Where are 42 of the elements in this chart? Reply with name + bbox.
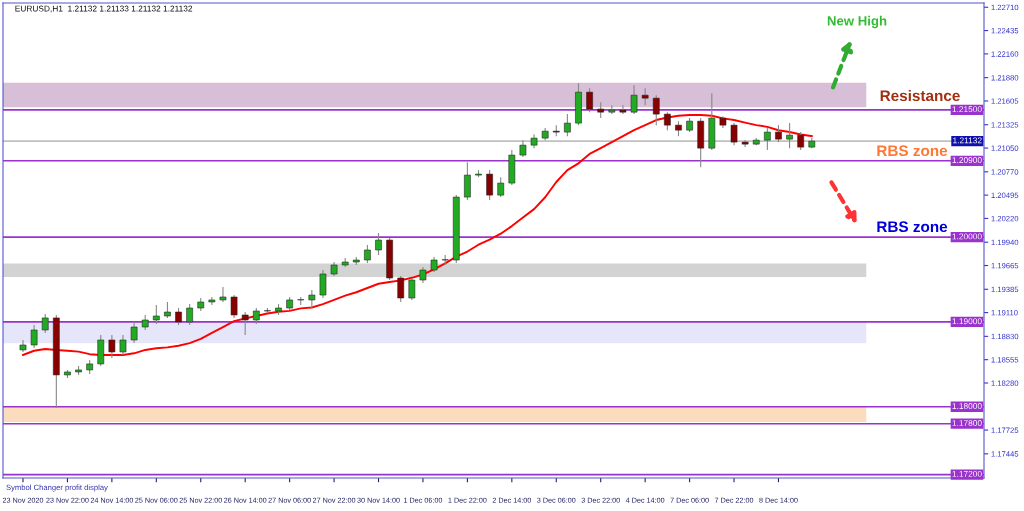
candlestick [241, 311, 249, 336]
candlestick [397, 275, 405, 303]
annotation: RBS zone [877, 145, 948, 157]
candlestick [319, 269, 327, 299]
annotation: RBS zone [877, 221, 948, 233]
candlestick [152, 304, 160, 325]
candlestick [730, 122, 738, 146]
ref-line-label: 1.20900 [952, 157, 982, 163]
candlestick [308, 289, 316, 309]
candlestick [41, 313, 49, 334]
candlestick [408, 277, 416, 301]
annotation: Resistance [880, 89, 960, 102]
ref-line-label: 1.18000 [952, 403, 982, 409]
candlestick [219, 286, 227, 303]
chart-title: EURUSD,H1 1.21132 1.21133 1.21132 1.21132 [15, 5, 193, 13]
candlestick [230, 294, 238, 319]
candlestick [630, 84, 638, 115]
candlestick [564, 113, 571, 137]
candlestick [619, 104, 627, 115]
ref-line-label: 1.19000 [952, 318, 982, 325]
line-series [22, 113, 813, 356]
candlestick [497, 176, 505, 198]
candlestick [586, 87, 593, 113]
ref-line-label: 1.17800 [952, 420, 982, 426]
ref-line-label: 1.21132 [953, 137, 982, 144]
candlestick [641, 87, 649, 106]
candlestick [764, 127, 771, 151]
candlestick [375, 232, 382, 256]
candlestick [186, 303, 193, 326]
candlestick [130, 321, 138, 344]
candlestick [97, 334, 105, 367]
candlestick [486, 169, 493, 201]
ref-line-label: 1.20000 [952, 233, 982, 240]
candlestick [652, 94, 660, 126]
candlestick [464, 161, 471, 201]
candlestick [786, 122, 793, 149]
ref-line-label: 1.21500 [952, 106, 982, 113]
ref-line-label: 1.17200 [952, 470, 982, 477]
candlestick [108, 334, 116, 359]
annotation: New High [827, 15, 887, 29]
candlestick [30, 324, 38, 349]
candlestick [119, 334, 127, 356]
